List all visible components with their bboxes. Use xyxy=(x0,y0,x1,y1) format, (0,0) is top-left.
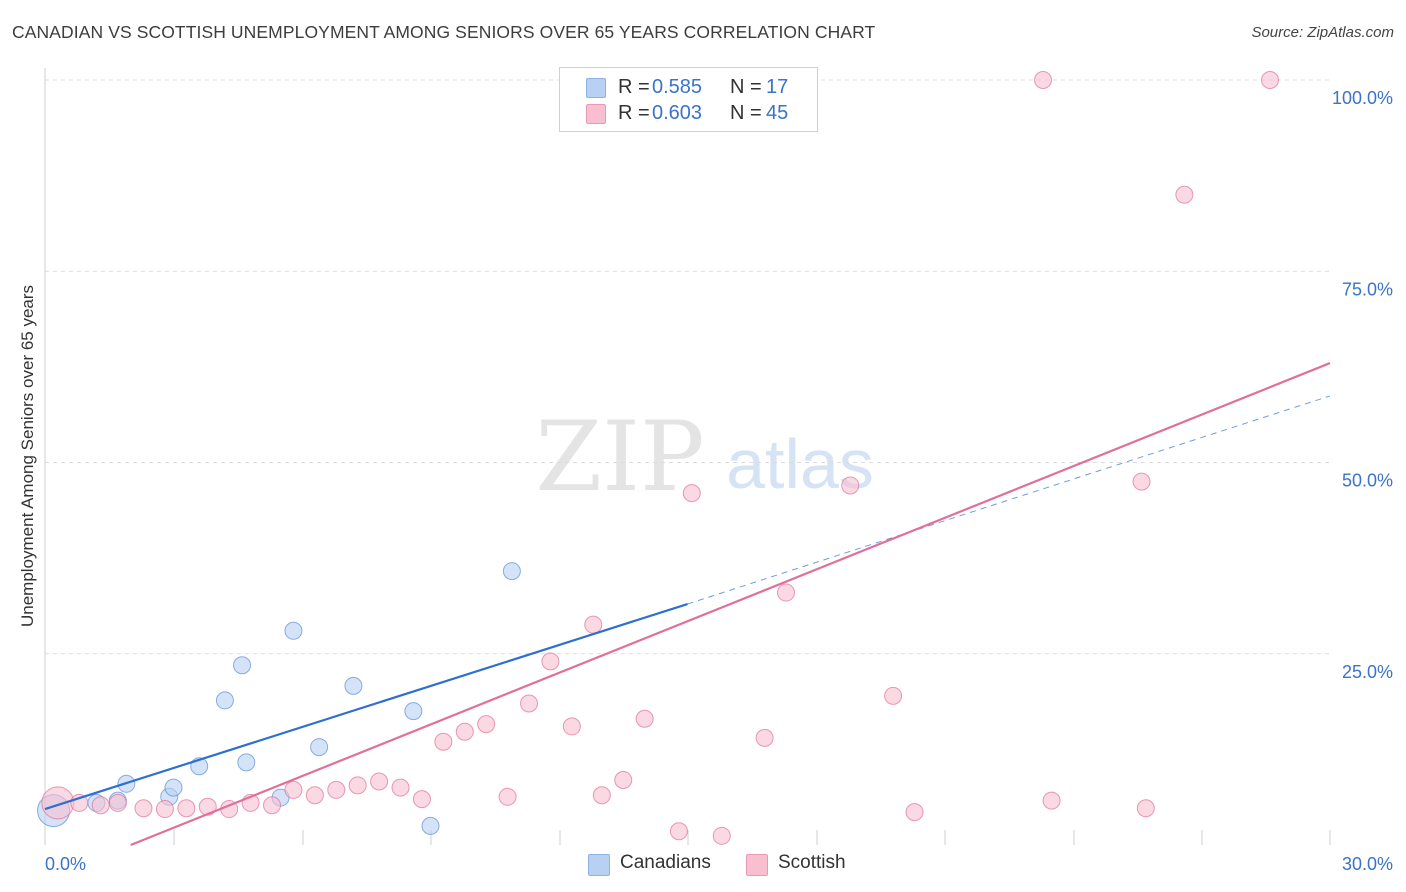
scottish-point xyxy=(592,786,611,805)
scottish-point xyxy=(884,686,903,705)
legend-r-value: 0.603 xyxy=(652,102,703,124)
canadians-point xyxy=(310,738,329,757)
canadians-point xyxy=(284,621,303,640)
chart-title: CANADIAN VS SCOTTISH UNEMPLOYMENT AMONG … xyxy=(12,22,876,42)
scottish-point xyxy=(305,786,324,805)
legend-r-label: R = xyxy=(618,102,650,124)
scottish-point xyxy=(391,778,410,797)
canadians-point xyxy=(237,753,256,772)
canadians-point xyxy=(404,702,423,721)
legend-n-label: N = xyxy=(730,76,762,98)
scottish-point xyxy=(198,797,217,816)
bottom-legend-label: Scottish xyxy=(778,852,846,873)
legend-swatch-scottish xyxy=(586,104,606,124)
scottish-point xyxy=(91,796,110,815)
scottish-point xyxy=(263,796,282,815)
scottish-point xyxy=(669,822,688,841)
legend-n-value: 45 xyxy=(766,102,789,124)
scottish-point xyxy=(541,652,560,671)
canadians-point xyxy=(421,816,440,835)
bottom-legend-swatch-scottish xyxy=(746,854,768,876)
canadians-trend-line xyxy=(44,602,688,811)
x-tick-label: 0.0% xyxy=(45,854,86,874)
scottish-point xyxy=(370,772,389,791)
scottish-point xyxy=(614,770,633,789)
y-tick-label: 75.0% xyxy=(1342,279,1393,299)
scottish-point xyxy=(41,786,75,820)
scottish-point xyxy=(635,709,654,728)
scottish-point xyxy=(1261,71,1280,89)
scottish-point xyxy=(712,826,731,845)
scottish-point xyxy=(348,776,367,795)
legend-swatch-canadians xyxy=(586,78,606,98)
scottish-point xyxy=(327,780,346,799)
canadians-point xyxy=(502,562,521,581)
source-label: Source: ZipAtlas.com xyxy=(1251,24,1394,41)
watermark-zip: ZIP xyxy=(535,401,704,513)
scottish-point xyxy=(520,694,539,713)
scottish-point xyxy=(584,615,603,634)
legend-n-value: 17 xyxy=(766,76,789,98)
legend-n-label: N = xyxy=(730,102,762,124)
scottish-point xyxy=(108,793,127,812)
scottish-point xyxy=(1175,185,1194,204)
scottish-point xyxy=(477,715,496,734)
canadians-point xyxy=(164,778,183,797)
scottish-point xyxy=(841,476,860,495)
bottom-legend-swatch-canadians xyxy=(588,854,610,876)
scottish-point xyxy=(284,780,303,799)
scottish-point xyxy=(1136,799,1155,818)
legend-r-label: R = xyxy=(618,76,650,98)
scottish-point xyxy=(562,717,581,736)
canadians-point xyxy=(233,656,252,675)
scottish-point xyxy=(155,800,174,819)
scottish-point xyxy=(755,728,774,747)
scottish-point xyxy=(498,787,517,806)
scottish-point xyxy=(455,722,474,741)
x-tick-label: 30.0% xyxy=(1342,854,1393,874)
bottom-legend-label: Canadians xyxy=(620,852,711,873)
scottish-point xyxy=(682,484,701,503)
scottish-point xyxy=(412,790,431,809)
scottish-point xyxy=(134,799,153,818)
scottish-point xyxy=(905,803,924,822)
y-tick-label: 25.0% xyxy=(1342,662,1393,682)
correlation-legend: R = 0.585 N = 17 R = 0.603 N = 45 xyxy=(559,67,818,132)
scottish-point xyxy=(177,799,196,818)
legend-r-value: 0.585 xyxy=(652,76,703,98)
canadians-trend-extension xyxy=(687,395,1331,605)
canadians-point xyxy=(344,676,363,695)
scottish-point xyxy=(434,732,453,751)
scottish-trend-line xyxy=(130,362,1331,847)
scottish-point xyxy=(1132,472,1151,491)
scottish-point xyxy=(777,583,796,602)
scottish-point xyxy=(1042,791,1061,810)
y-tick-label: 100.0% xyxy=(1332,88,1393,108)
y-tick-label: 50.0% xyxy=(1342,471,1393,491)
canadians-point xyxy=(215,691,234,710)
scottish-point xyxy=(1034,71,1053,89)
